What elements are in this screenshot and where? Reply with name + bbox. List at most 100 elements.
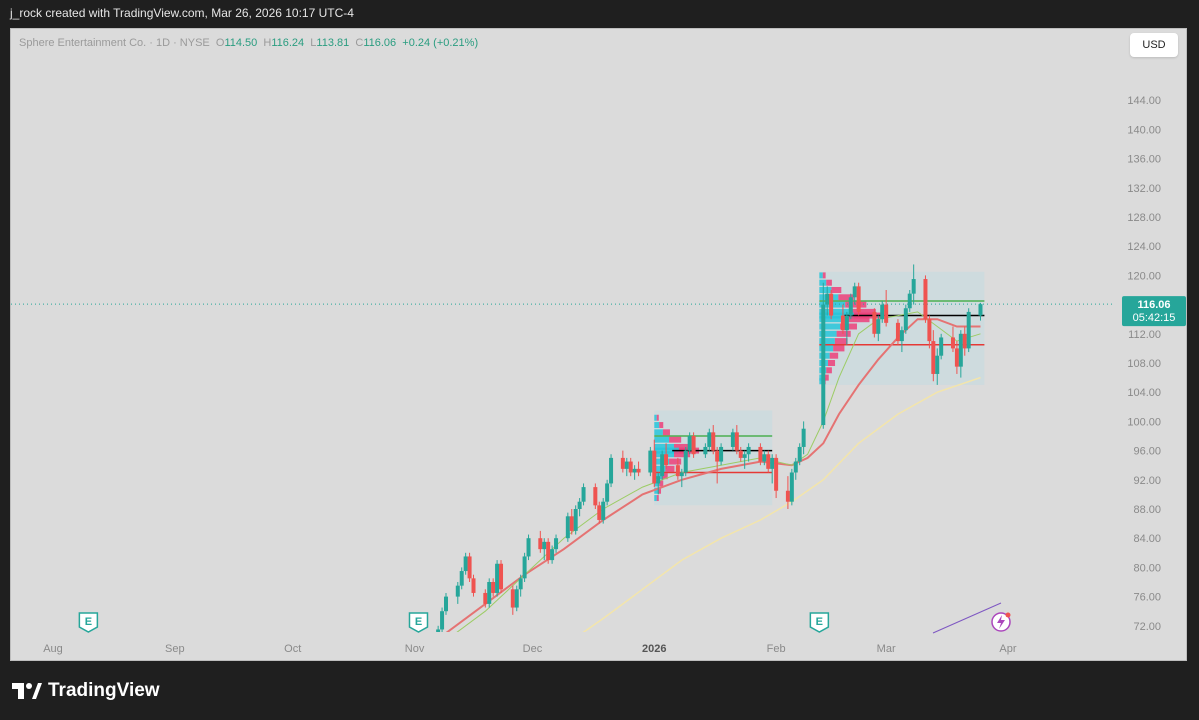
candlestick bbox=[719, 443, 724, 466]
candlestick bbox=[923, 275, 928, 323]
chart-panel[interactable]: E E E 144.00 140.00 136.00 132.00 128.00 124.00 1… bbox=[10, 28, 1187, 661]
profile-bin-up bbox=[819, 378, 823, 385]
candlestick bbox=[711, 425, 716, 455]
profile-bin-down bbox=[846, 316, 870, 323]
candle-body bbox=[675, 465, 680, 477]
candlestick bbox=[656, 472, 661, 495]
candle-body bbox=[770, 457, 775, 469]
profile-bin-up bbox=[654, 480, 660, 487]
candle-body bbox=[569, 516, 574, 531]
change-value: +0.24 (+0.21%) bbox=[402, 37, 479, 49]
candle-body bbox=[880, 304, 885, 320]
candlestick bbox=[895, 319, 900, 345]
candle-body bbox=[471, 578, 476, 593]
candlestick bbox=[876, 315, 881, 342]
candle-body bbox=[907, 293, 912, 309]
y-tick-label: 124.00 bbox=[1127, 241, 1161, 253]
candlestick bbox=[620, 450, 625, 473]
profile-bin-up bbox=[654, 447, 679, 454]
earnings-marker[interactable]: E bbox=[408, 612, 429, 633]
candlestick bbox=[679, 468, 684, 488]
candle-body bbox=[514, 589, 519, 608]
candle-body bbox=[565, 516, 570, 539]
candle-body bbox=[546, 541, 551, 561]
open-label: O bbox=[215, 37, 225, 49]
y-tick-label: 84.00 bbox=[1133, 533, 1161, 545]
high-value: 116.24 bbox=[271, 37, 305, 49]
candlestick bbox=[683, 446, 688, 477]
profile-bin-down bbox=[669, 458, 682, 465]
candle-body bbox=[538, 538, 543, 550]
candle-body bbox=[774, 457, 779, 491]
candlestick bbox=[903, 304, 908, 334]
candlestick bbox=[703, 443, 708, 458]
y-tick-label: 88.00 bbox=[1133, 504, 1161, 516]
candlestick bbox=[950, 326, 955, 353]
earnings-marker-label: E bbox=[816, 616, 823, 628]
candlestick bbox=[577, 498, 582, 517]
candle-body bbox=[467, 556, 472, 579]
candlestick bbox=[907, 290, 912, 312]
candlestick bbox=[660, 450, 665, 480]
candle-body bbox=[950, 337, 955, 349]
candlestick bbox=[542, 538, 547, 561]
candlestick bbox=[691, 432, 696, 458]
profile-bin-down bbox=[822, 272, 826, 279]
candlestick bbox=[495, 560, 500, 597]
candle-body bbox=[648, 450, 653, 473]
candlestick bbox=[428, 637, 432, 652]
candlestick bbox=[829, 290, 834, 320]
x-tick-label: 2026 bbox=[642, 643, 666, 655]
price-badge-countdown: 05:42:15 bbox=[1133, 312, 1176, 324]
y-tick-label: 80.00 bbox=[1133, 562, 1161, 574]
candle-body bbox=[601, 501, 606, 520]
candlestick bbox=[911, 264, 916, 305]
profile-bin-down bbox=[674, 443, 691, 450]
profile-bin-down bbox=[836, 330, 851, 337]
candlestick bbox=[872, 308, 877, 338]
profile-bin-up bbox=[654, 443, 675, 450]
candle-body bbox=[664, 454, 669, 466]
candlestick bbox=[825, 286, 830, 316]
candle-body bbox=[766, 454, 771, 469]
candlestick bbox=[770, 454, 775, 484]
currency-button[interactable]: USD bbox=[1130, 33, 1178, 57]
candlestick bbox=[624, 457, 629, 477]
candlestick bbox=[609, 454, 614, 488]
candlestick bbox=[766, 450, 771, 473]
volume-profile bbox=[654, 410, 773, 506]
candlestick bbox=[774, 454, 779, 499]
candlestick bbox=[522, 552, 527, 582]
candlestick bbox=[526, 534, 531, 561]
price-chart[interactable]: E E E 144.00 140.00 136.00 132.00 128.00 124.00 1… bbox=[11, 29, 1186, 660]
y-tick-label: 108.00 bbox=[1127, 358, 1161, 370]
candlestick bbox=[715, 446, 720, 484]
earnings-marker[interactable]: E bbox=[78, 612, 99, 633]
candlestick bbox=[927, 315, 932, 349]
candle-body bbox=[789, 472, 794, 502]
earnings-marker[interactable]: E bbox=[809, 612, 830, 633]
profile-bin-down bbox=[657, 487, 662, 494]
candlestick bbox=[734, 425, 739, 455]
candle-body bbox=[436, 629, 441, 632]
candle-body bbox=[801, 428, 806, 447]
price-badge-value: 116.06 bbox=[1137, 299, 1170, 311]
candle-body bbox=[526, 538, 531, 557]
profile-bin-down bbox=[833, 345, 845, 352]
candlestick bbox=[471, 574, 476, 597]
profile-bin-down bbox=[824, 374, 829, 381]
symbol-name: Sphere Entertainment Co. · 1D · NYSE bbox=[19, 37, 210, 49]
dividend-icon-dot bbox=[1005, 612, 1011, 618]
candle-body bbox=[656, 476, 661, 484]
candlestick bbox=[793, 457, 798, 480]
candlestick bbox=[463, 552, 468, 575]
candle-body bbox=[844, 315, 849, 331]
y-tick-label: 104.00 bbox=[1127, 387, 1161, 399]
candle-body bbox=[903, 308, 908, 331]
candle-body bbox=[746, 446, 751, 455]
candlestick bbox=[954, 341, 959, 374]
candle-body bbox=[495, 563, 500, 593]
candlestick bbox=[499, 560, 504, 593]
profile-bin-down bbox=[838, 294, 854, 301]
candlestick bbox=[738, 446, 743, 462]
